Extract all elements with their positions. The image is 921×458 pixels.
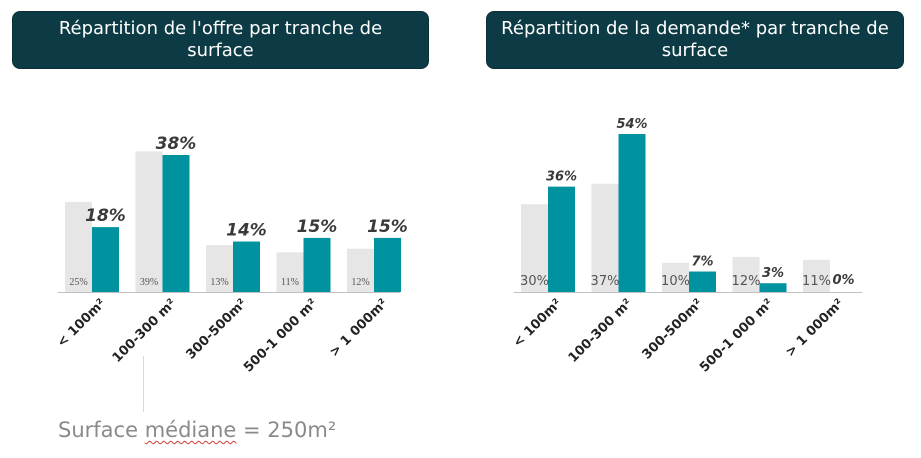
demand-supply-label-2: 10% <box>661 274 690 289</box>
demand-category-label-3: 500-1 000 m² <box>697 296 776 375</box>
median-prefix: Surface <box>58 418 145 442</box>
supply-demand-bar-3 <box>303 237 331 292</box>
supply-supply-label-3: 11% <box>281 277 299 288</box>
median-suffix: = 250m² <box>236 418 337 442</box>
demand-supply-bar-2 <box>662 262 689 292</box>
demand-demand-bar-3 <box>759 283 787 292</box>
supply-supply-bar-0 <box>65 201 92 292</box>
supply-category-label-3: 500-1 000 m² <box>241 296 320 375</box>
demand-demand-bar-2 <box>689 271 716 292</box>
demand-supply-bar-1 <box>591 183 619 292</box>
demand-demand-label-0: 36% <box>546 170 577 185</box>
demand-demand-label-1: 54% <box>616 117 647 132</box>
supply-supply-bar-3 <box>276 252 304 292</box>
supply-demand-label-0: 18% <box>85 206 126 226</box>
demand-demand-label-4: 0% <box>832 273 854 288</box>
demand-category-label-2: 300-500m² <box>639 296 705 362</box>
demand-category-label-4: > 1 000m² <box>783 296 847 360</box>
demand-demand-bar-0 <box>548 186 575 292</box>
supply-supply-bar-4 <box>347 248 374 292</box>
demand-supply-label-0: 30% <box>520 274 549 289</box>
supply-category-label-0: < 100m² <box>55 296 109 350</box>
supply-demand-bar-1 <box>162 155 190 292</box>
supply-supply-label-2: 13% <box>210 277 228 288</box>
supply-supply-bar-1 <box>135 151 163 292</box>
supply-demand-bar-4 <box>374 237 401 292</box>
supply-chart-title: Répartition de l'offre par tranche de su… <box>12 11 429 69</box>
demand-category-label-1: 100-300 m² <box>566 296 636 366</box>
demand-supply-bar-0 <box>521 204 548 292</box>
demand-supply-label-3: 12% <box>732 274 761 289</box>
supply-supply-label-4: 12% <box>351 277 369 288</box>
supply-demand-label-3: 15% <box>297 217 338 237</box>
median-surface-note: Surface médiane = 250m² <box>58 418 336 442</box>
supply-category-label-2: 300-500m² <box>183 296 249 362</box>
supply-demand-bar-0 <box>92 227 119 292</box>
supply-category-label-1: 100-300 m² <box>110 296 180 366</box>
median-word: médiane <box>144 418 237 442</box>
supply-supply-bar-2 <box>206 245 233 292</box>
demand-supply-label-4: 11% <box>802 274 831 289</box>
demand-chart-title: Répartition de la demande* par tranche d… <box>486 11 904 69</box>
supply-demand-label-1: 38% <box>156 134 197 154</box>
demand-demand-bar-1 <box>618 134 646 292</box>
demand-demand-label-2: 7% <box>691 255 713 270</box>
supply-demand-label-4: 15% <box>367 217 408 237</box>
supply-supply-label-1: 39% <box>140 277 158 288</box>
supply-demand-bar-2 <box>233 241 260 292</box>
demand-supply-bar-4 <box>803 259 830 292</box>
demand-supply-bar-3 <box>732 256 760 292</box>
supply-supply-label-0: 25% <box>69 277 87 288</box>
supply-demand-label-2: 14% <box>226 221 267 241</box>
demand-category-label-0: < 100m² <box>511 296 565 350</box>
demand-supply-label-1: 37% <box>591 274 620 289</box>
supply-category-label-4: > 1 000m² <box>327 296 391 360</box>
demand-demand-label-3: 3% <box>762 266 784 281</box>
